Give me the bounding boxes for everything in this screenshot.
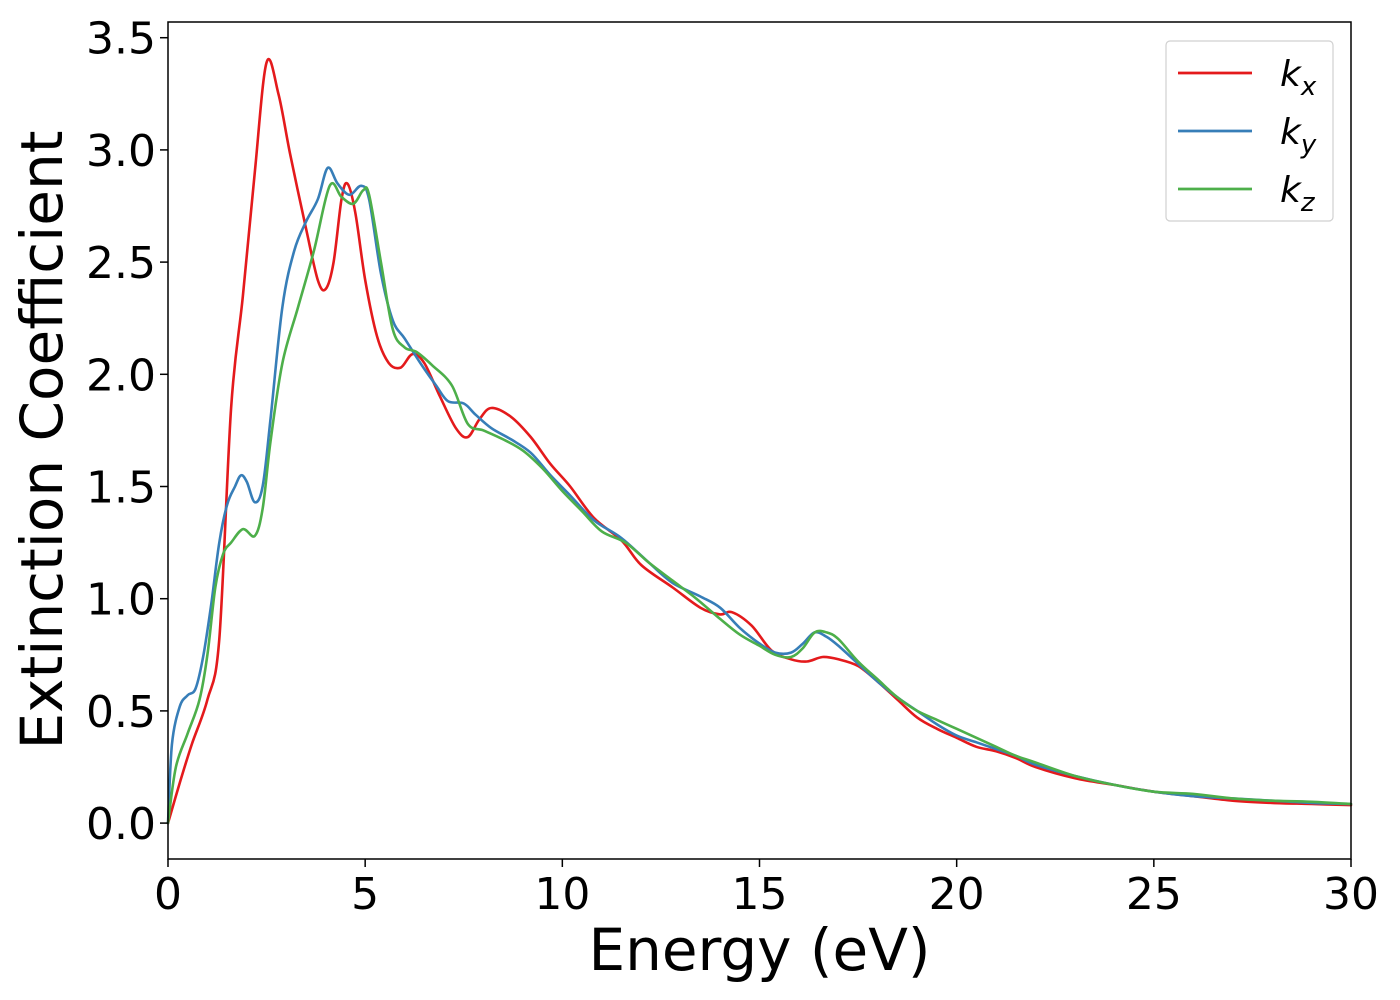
x-axis: 0 5 10 15 20 25 30: [154, 859, 1379, 920]
series-layer: [166, 58, 1353, 825]
x-tick-label: 5: [351, 869, 379, 920]
legend: kx ky kz: [1165, 40, 1334, 222]
y-axis: 0.0 0.5 1.0 1.5 2.0 2.5 3.0 3.5: [86, 14, 168, 850]
x-tick-label: 10: [534, 869, 590, 920]
y-tick-label: 3.0: [86, 126, 156, 177]
legend-label-kz: kz: [1280, 170, 1316, 218]
y-tick-label: 2.5: [86, 238, 156, 289]
x-tick-label: 15: [732, 869, 788, 920]
y-tick-label: 0.5: [86, 687, 156, 738]
y-tick-label: 2.0: [86, 350, 156, 401]
y-axis-title: Extinction Coefficient: [8, 131, 76, 750]
y-tick-label: 0.0: [86, 799, 156, 850]
legend-label-kx: kx: [1280, 54, 1317, 102]
series-line-ky: [166, 166, 1353, 825]
series-line-kx: [166, 58, 1353, 825]
y-tick-label: 3.5: [86, 14, 156, 65]
x-axis-title: Energy (eV): [588, 916, 930, 984]
x-tick-label: 0: [154, 869, 182, 920]
y-tick-label: 1.5: [86, 463, 156, 514]
x-tick-label: 30: [1323, 869, 1379, 920]
x-tick-label: 25: [1126, 869, 1182, 920]
y-tick-label: 1.0: [86, 575, 156, 626]
series-line-kz: [166, 182, 1353, 825]
x-tick-label: 20: [929, 869, 985, 920]
legend-label-ky: ky: [1280, 112, 1317, 160]
